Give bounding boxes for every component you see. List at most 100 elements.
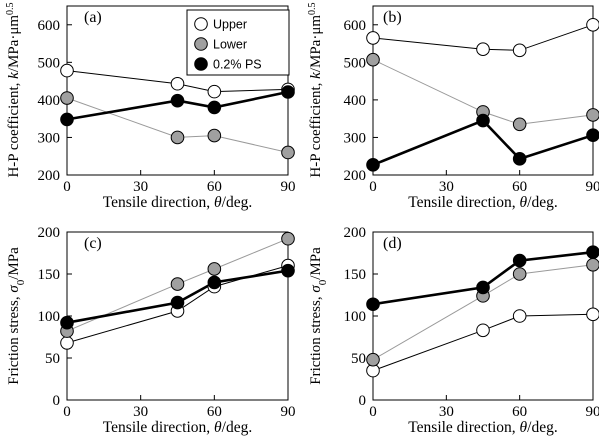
data-point-0-2-ps xyxy=(512,253,527,268)
x-tick-label: 30 xyxy=(133,179,148,195)
x-tick-label: 0 xyxy=(63,179,71,195)
y-tick-label: 100 xyxy=(38,309,61,325)
series-line-upper xyxy=(372,313,594,372)
data-point-upper xyxy=(170,76,185,91)
legend-label: Lower xyxy=(213,38,247,52)
legend-marker xyxy=(194,57,208,71)
x-axis-label: Tensile direction, θ/deg. xyxy=(103,194,252,211)
data-point-lower xyxy=(60,91,74,105)
data-point-lower xyxy=(207,262,222,276)
legend-marker xyxy=(194,37,208,51)
legend-label: 0.2% PS xyxy=(213,58,262,72)
data-point-0-2-ps xyxy=(586,128,599,142)
x-tick-label: 90 xyxy=(281,179,296,195)
data-point-0-2-ps xyxy=(512,152,527,166)
series-line-0-2-ps xyxy=(66,90,289,121)
x-tick-label: 0 xyxy=(63,404,71,420)
data-point-upper xyxy=(512,309,527,323)
data-point-lower xyxy=(586,108,599,122)
y-tick-label: 50 xyxy=(45,351,60,367)
series-line-lower xyxy=(66,238,289,332)
data-point-upper xyxy=(476,323,490,338)
plot-frame xyxy=(372,5,594,176)
panel-label: (a) xyxy=(84,9,102,26)
series-line-0-2-ps xyxy=(372,250,594,306)
series-line-lower xyxy=(372,59,594,125)
x-tick-label: 30 xyxy=(439,404,454,420)
x-axis-label: Tensile direction, θ/deg. xyxy=(408,419,557,436)
data-point-0-2-ps xyxy=(170,295,185,310)
y-tick-label: 300 xyxy=(344,130,367,146)
data-point-lower xyxy=(281,231,295,246)
y-axis-label: Friction stress, σ0/MPa xyxy=(6,247,27,385)
y-tick-label: 500 xyxy=(38,55,61,71)
legend: Upper Lower 0.2% PS xyxy=(186,9,290,76)
data-point-0-2-ps xyxy=(60,315,74,330)
data-point-upper xyxy=(60,336,74,350)
data-point-0-2-ps xyxy=(207,275,222,290)
x-tick-label: 60 xyxy=(207,179,222,195)
data-point-0-2-ps xyxy=(476,113,490,128)
data-point-0-2-ps xyxy=(60,112,74,127)
data-point-0-2-ps xyxy=(281,85,295,99)
legend-marker xyxy=(194,17,208,31)
panel-a: 0 30 60 90 200 300 400 500 600 Tensile direction,… xyxy=(5,2,296,211)
data-point-0-2-ps xyxy=(366,158,380,172)
x-axis-label: Tensile direction, θ/deg. xyxy=(103,419,252,436)
y-tick-label: 150 xyxy=(38,267,61,283)
series-line-upper xyxy=(66,70,289,93)
x-tick-label: 30 xyxy=(133,404,148,420)
x-tick-label: 30 xyxy=(439,179,454,195)
y-tick-label: 150 xyxy=(344,267,367,283)
data-point-upper xyxy=(512,43,527,58)
y-tick-label: 400 xyxy=(344,93,367,109)
y-tick-label: 100 xyxy=(344,309,367,325)
data-point-upper xyxy=(476,42,490,56)
data-point-0-2-ps xyxy=(207,100,222,115)
y-tick-label: 200 xyxy=(344,168,367,184)
y-tick-label: 200 xyxy=(38,225,61,241)
y-tick-label: 0 xyxy=(359,393,367,409)
y-tick-label: 500 xyxy=(344,55,367,71)
y-axis-label: Friction stress, σ0/MPa xyxy=(308,247,329,385)
panel-label: (b) xyxy=(383,9,402,26)
panel-b: 0 30 60 90 200 300 400 500 600 Tensile direction,… xyxy=(307,2,599,211)
y-tick-label: 50 xyxy=(351,351,366,367)
x-tick-label: 90 xyxy=(281,404,296,420)
series-line-0-2-ps xyxy=(372,118,594,167)
panel-c: 0 30 60 90 0 50 100 150 200 Tensile direction, θ/… xyxy=(6,225,296,436)
data-point-lower xyxy=(170,277,185,291)
data-point-lower xyxy=(586,257,599,272)
panel-d: 0 30 60 90 0 50 100 150 200 Tensile direction, θ/… xyxy=(308,225,599,436)
x-axis-label: Tensile direction, θ/deg. xyxy=(408,194,557,211)
panel-label: (d) xyxy=(383,235,402,252)
y-tick-label: 600 xyxy=(38,18,61,34)
x-tick-label: 0 xyxy=(369,179,377,195)
series-line-lower xyxy=(66,97,289,153)
data-point-upper xyxy=(207,84,222,99)
y-tick-label: 400 xyxy=(38,93,61,109)
panel-label: (c) xyxy=(84,235,102,252)
data-point-upper xyxy=(366,31,380,45)
y-tick-label: 200 xyxy=(38,168,61,184)
x-tick-label: 90 xyxy=(586,404,599,420)
y-tick-label: 600 xyxy=(344,18,367,34)
x-tick-label: 0 xyxy=(369,404,377,420)
y-axis-label: H-P coefficient, k/MPa·μm0.5 xyxy=(5,2,23,177)
data-point-lower xyxy=(366,52,380,67)
data-point-0-2-ps xyxy=(281,263,295,278)
x-tick-label: 60 xyxy=(512,179,527,195)
data-point-lower xyxy=(366,352,380,367)
data-point-upper xyxy=(60,63,74,78)
data-point-0-2-ps xyxy=(586,245,599,259)
x-tick-label: 60 xyxy=(207,404,222,420)
series-line-lower xyxy=(372,264,594,361)
series-line-upper xyxy=(372,24,594,51)
data-point-lower xyxy=(512,117,527,132)
data-point-0-2-ps xyxy=(476,280,490,295)
y-tick-label: 300 xyxy=(38,130,61,146)
data-point-0-2-ps xyxy=(170,93,185,108)
data-point-upper xyxy=(586,307,599,322)
series-line-0-2-ps xyxy=(66,269,289,324)
